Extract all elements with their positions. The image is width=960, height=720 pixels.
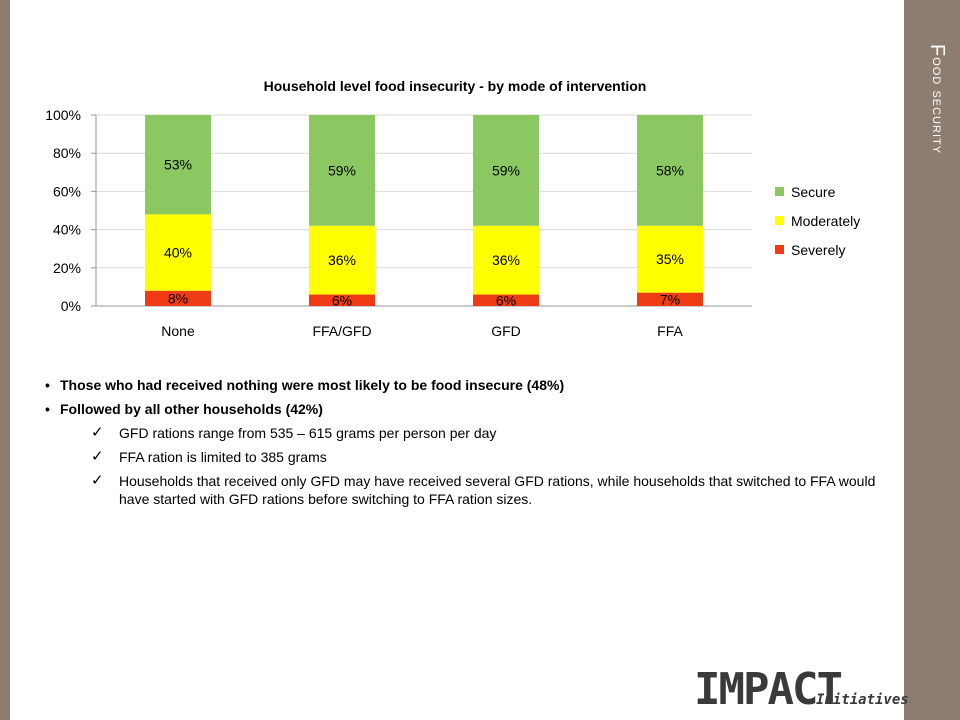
chart-title: Household level food insecurity - by mod… [264, 78, 647, 94]
legend-label: Secure [791, 184, 836, 200]
check-text: GFD rations range from 535 – 615 grams p… [119, 425, 497, 441]
x-tick-label: FFA/GFD [312, 323, 371, 339]
section-title-initial: F [926, 44, 948, 58]
x-tick-label: GFD [491, 323, 521, 339]
data-label: 6% [332, 292, 352, 308]
x-tick-label: FFA [657, 323, 683, 339]
y-tick-label: 100% [45, 107, 81, 123]
bullet-text: Those who had received nothing were most… [60, 377, 565, 393]
legend: Secure Moderately Severely [775, 184, 860, 258]
data-labels-group: 8% 40% 53% 6% 36% 59% 6% 36% 59% 7% 35% 58% [164, 157, 684, 309]
bars-group [145, 115, 703, 306]
right-sidebar-panel [904, 0, 960, 720]
bullet-item-1: Those who had received nothing were most… [45, 376, 880, 394]
logo-sub-text: Initiatives [816, 692, 909, 708]
logo-main-text: IMPACT [694, 664, 843, 715]
legend-label: Moderately [791, 213, 860, 229]
legend-swatch [775, 216, 784, 225]
bar-segment-moderately [473, 225, 539, 295]
checkmark-icon: ✓ [91, 448, 104, 465]
check-item-1: ✓ GFD rations range from 535 – 615 grams … [45, 424, 880, 442]
bar-segment-severely [145, 290, 211, 306]
check-item-2: ✓ FFA ration is limited to 385 grams [45, 448, 880, 466]
data-label: 7% [660, 291, 680, 307]
data-label: 58% [656, 162, 684, 178]
x-axis: None FFA/GFD GFD FFA [161, 323, 683, 339]
data-label: 8% [168, 290, 188, 306]
bar-segment-moderately [637, 225, 703, 293]
section-title-rest: ood security [929, 57, 946, 155]
data-label: 6% [496, 292, 516, 308]
bar-segment-secure [309, 115, 375, 226]
legend-swatch [775, 187, 784, 196]
bar-segment-severely [309, 294, 375, 306]
check-text: FFA ration is limited to 385 grams [119, 449, 327, 465]
data-label: 53% [164, 157, 192, 173]
bar-segment-severely [637, 292, 703, 306]
section-title: Food security [918, 44, 948, 344]
check-item-3: ✓ Households that received only GFD may h… [45, 472, 880, 508]
bullet-text: Followed by all other households (42%) [60, 401, 323, 417]
bullet-list: Those who had received nothing were most… [45, 376, 880, 514]
y-tick-label: 60% [53, 183, 81, 199]
bar-segment-secure [637, 115, 703, 226]
y-tick-label: 0% [61, 298, 81, 314]
y-tick-label: 40% [53, 222, 81, 238]
checkmark-icon: ✓ [91, 472, 104, 489]
checkmark-icon: ✓ [91, 424, 104, 441]
bar-segment-secure [145, 115, 211, 215]
check-text: Households that received only GFD may ha… [119, 473, 876, 507]
bar-segment-moderately [309, 225, 375, 295]
impact-initiatives-logo: IMPACT Initiatives [694, 662, 909, 718]
bar-segment-moderately [145, 214, 211, 291]
data-label: 35% [656, 251, 684, 267]
y-tick-label: 80% [53, 145, 81, 161]
x-tick-label: None [161, 323, 195, 339]
bullet-item-2: Followed by all other households (42%) [45, 400, 880, 418]
bar-segment-severely [473, 294, 539, 306]
data-label: 59% [328, 162, 356, 178]
stacked-bar-chart: Household level food insecurity - by mod… [45, 78, 860, 339]
bar-segment-secure [473, 115, 539, 226]
y-axis: 0% 20% 40% 60% 80% 100% [45, 107, 97, 314]
y-tick-label: 20% [53, 260, 81, 276]
legend-label: Severely [791, 242, 845, 258]
data-label: 36% [492, 252, 520, 268]
left-accent-strip [0, 0, 10, 720]
data-label: 36% [328, 252, 356, 268]
data-label: 59% [492, 162, 520, 178]
data-label: 40% [164, 245, 192, 261]
legend-swatch [775, 245, 784, 254]
